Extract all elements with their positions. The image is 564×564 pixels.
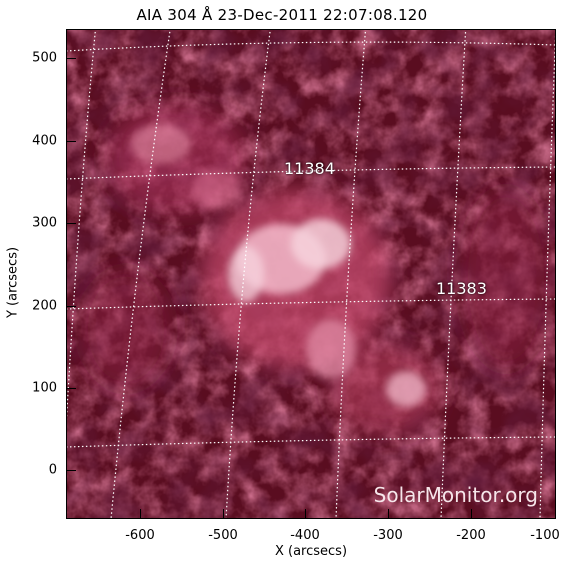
x-tick-label: -300 bbox=[373, 528, 403, 543]
region-label-11384: 11384 bbox=[284, 159, 335, 178]
region-label-11383: 11383 bbox=[436, 279, 487, 298]
y-tick-label: 400 bbox=[32, 133, 57, 149]
image-title: AIA 304 Å 23-Dec-2011 22:07:08.120 bbox=[136, 6, 428, 24]
bright-plage bbox=[131, 124, 426, 407]
y-axis-label: Y (arcsecs) bbox=[5, 246, 21, 319]
y-tick-label: 500 bbox=[32, 50, 57, 66]
y-tick-label: 300 bbox=[32, 215, 57, 231]
x-tick-label: -200 bbox=[456, 528, 486, 543]
x-tick-mark bbox=[471, 509, 472, 519]
heliographic-grid bbox=[66, 29, 556, 519]
y-tick-mark bbox=[66, 470, 76, 471]
x-tick-label: -400 bbox=[290, 528, 320, 543]
x-tick-label: -500 bbox=[208, 528, 238, 543]
x-axis-label: X (arcsecs) bbox=[274, 544, 348, 559]
x-tick-label: -100 bbox=[530, 528, 560, 543]
solar-image-panel: 11384 11383 SolarMonitor.org bbox=[66, 29, 556, 519]
y-tick-mark bbox=[66, 306, 76, 307]
y-tick-label: 100 bbox=[32, 380, 57, 396]
y-tick-label: 200 bbox=[32, 298, 57, 314]
x-tick-mark bbox=[223, 509, 224, 519]
watermark-logo: SolarMonitor.org bbox=[373, 483, 538, 507]
x-tick-mark bbox=[305, 509, 306, 519]
y-tick-mark bbox=[66, 58, 76, 59]
y-tick-mark bbox=[66, 388, 76, 389]
solar-emission-map bbox=[66, 29, 556, 519]
y-tick-mark bbox=[66, 223, 76, 224]
y-tick-label: 0 bbox=[48, 462, 57, 478]
x-tick-label: -600 bbox=[125, 528, 155, 543]
y-tick-mark bbox=[66, 141, 76, 142]
x-tick-mark bbox=[140, 509, 141, 519]
x-tick-mark bbox=[388, 509, 389, 519]
